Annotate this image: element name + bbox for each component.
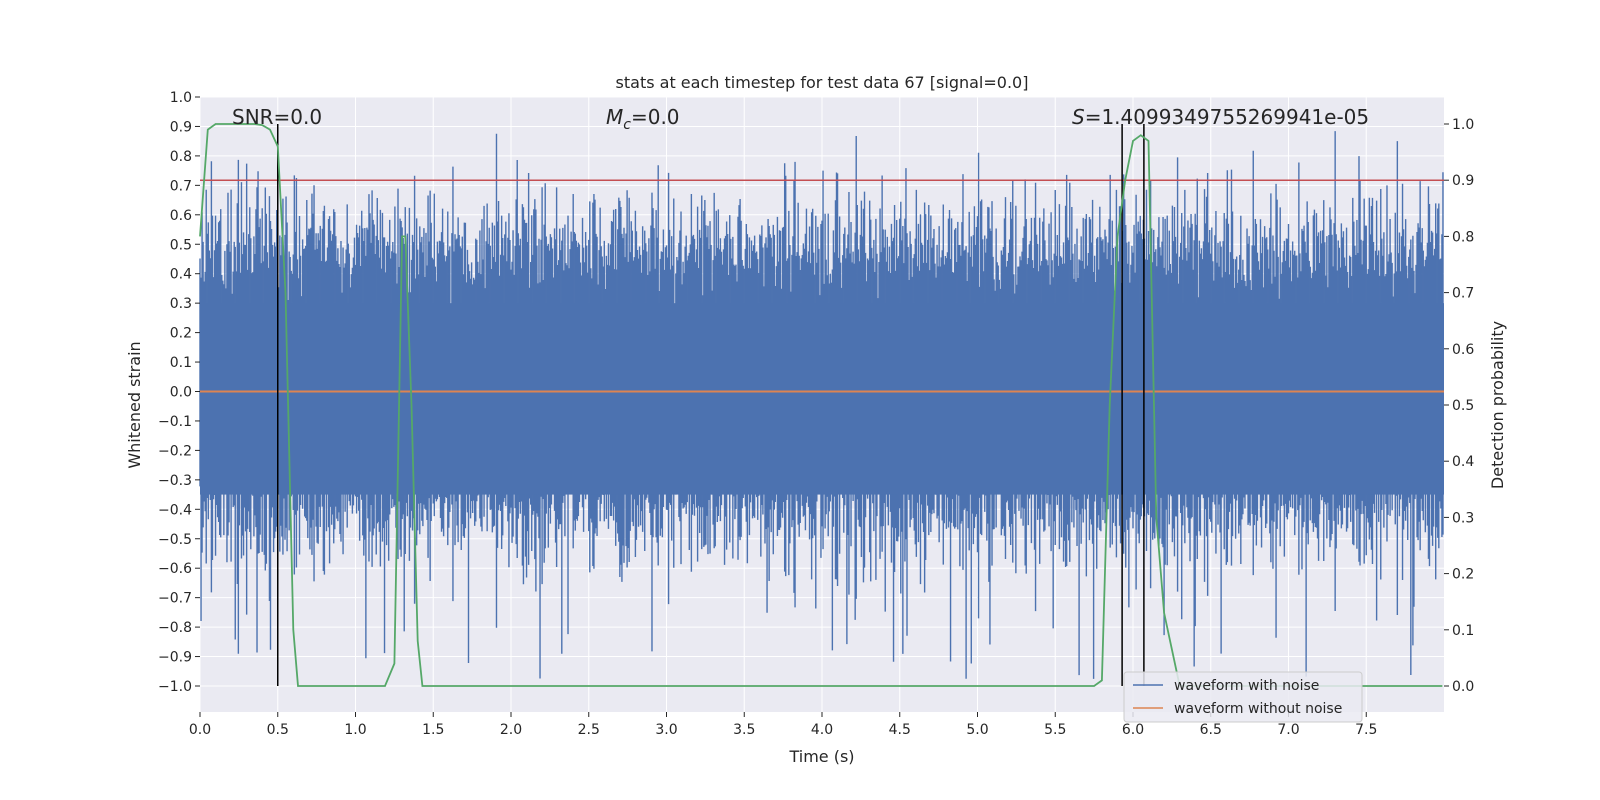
probability-line [199,123,1443,687]
x-tick-label: 7.5 [1355,722,1377,738]
x-tick-label: 6.0 [1122,722,1144,738]
x-tick-label: 3.5 [733,722,755,738]
series-detection-probability [199,123,1443,687]
y-tick-label: 0.2 [170,326,192,342]
y-tick-label: −0.9 [158,650,192,666]
y-axis-label: Whitened strain [125,341,144,468]
noise-core [200,303,1444,495]
y2-tick-label: 0.1 [1452,623,1474,639]
x-axis-label: Time (s) [788,747,854,766]
y-tick-label: 0.4 [170,267,192,283]
y-tick-label: 0.1 [170,355,192,371]
y-tick-label: 0.5 [170,237,192,253]
x-tick-label: 0.0 [189,722,211,738]
y2-tick-label: 0.0 [1452,679,1474,695]
annotation-snr: SNR=0.0 [232,105,322,129]
y2-tick-label: 0.8 [1452,229,1474,245]
s-value: =1.4099349755269941e-05 [1085,105,1369,129]
y2-tick-label: 0.4 [1452,454,1474,470]
y-axis-ticks: 1.0 0.9 0.8 0.7 0.6 0.5 0.4 0.3 0.2 0.1 0.0 −0.1 −0.… [158,90,200,695]
y-tick-label: 0.0 [170,385,192,401]
s-symbol: S [1072,105,1085,129]
x-tick-label: 1.5 [422,722,444,738]
x-tick-label: 3.0 [655,722,677,738]
mc-symbol: M [606,105,623,129]
x-tick-label: 6.5 [1200,722,1222,738]
y2-tick-label: 0.2 [1452,567,1474,583]
x-tick-label: 2.5 [578,722,600,738]
legend-label-noise: waveform with noise [1174,678,1319,694]
y2-tick-label: 0.6 [1452,342,1474,358]
annotation-s: S=1.4099349755269941e-05 [1072,105,1369,129]
y2-tick-label: 0.7 [1452,286,1474,302]
y2-tick-label: 0.9 [1452,173,1474,189]
y-tick-label: −0.6 [158,561,192,577]
legend-label-clean: waveform without noise [1174,701,1342,717]
y2-axis-ticks: 1.0 0.9 0.8 0.7 0.6 0.5 0.4 0.3 0.2 0.1 0.0 [1444,117,1474,695]
annotation-chirp-mass: Mc=0.0 [606,105,680,133]
x-tick-label: 5.0 [966,722,988,738]
y2-tick-label: 0.5 [1452,398,1474,414]
y-tick-label: −1.0 [158,679,192,695]
y-tick-label: 0.8 [170,149,192,165]
legend-box [1123,671,1363,723]
chart-title: stats at each timestep for test data 67 … [616,73,1029,92]
x-tick-label: 7.0 [1277,722,1299,738]
y-tick-label: −0.7 [158,591,192,607]
y-tick-label: −0.8 [158,620,192,636]
y-tick-label: −0.5 [158,532,192,548]
y-tick-label: 1.0 [170,90,192,106]
mc-value: =0.0 [631,105,680,129]
x-tick-label: 4.0 [811,722,833,738]
x-tick-label: 2.0 [500,722,522,738]
y-tick-label: −0.1 [158,414,192,430]
y-tick-label: 0.9 [170,119,192,135]
legend: waveform with noise waveform without noi… [1123,671,1363,723]
y-tick-label: 0.3 [170,296,192,312]
y-tick-label: −0.3 [158,473,192,489]
x-tick-label: 0.5 [267,722,289,738]
y-tick-label: 0.7 [170,178,192,194]
y-tick-label: 0.6 [170,208,192,224]
series-waveform-with-noise [199,131,1444,679]
y2-tick-label: 1.0 [1452,117,1474,133]
x-tick-label: 1.0 [344,722,366,738]
y2-tick-label: 0.3 [1452,510,1474,526]
x-axis-ticks: 0.0 0.5 1.0 1.5 2.0 2.5 3.0 3.5 4.0 4.5 5.0 5.5 6.0 6… [189,712,1377,738]
vertical-markers [277,124,1145,686]
x-tick-label: 4.5 [889,722,911,738]
x-tick-label: 5.5 [1044,722,1066,738]
mc-subscript: c [623,117,631,133]
y2-axis-label: Detection probability [1488,321,1507,489]
y-tick-label: −0.2 [158,443,192,459]
y-tick-label: −0.4 [158,502,192,518]
